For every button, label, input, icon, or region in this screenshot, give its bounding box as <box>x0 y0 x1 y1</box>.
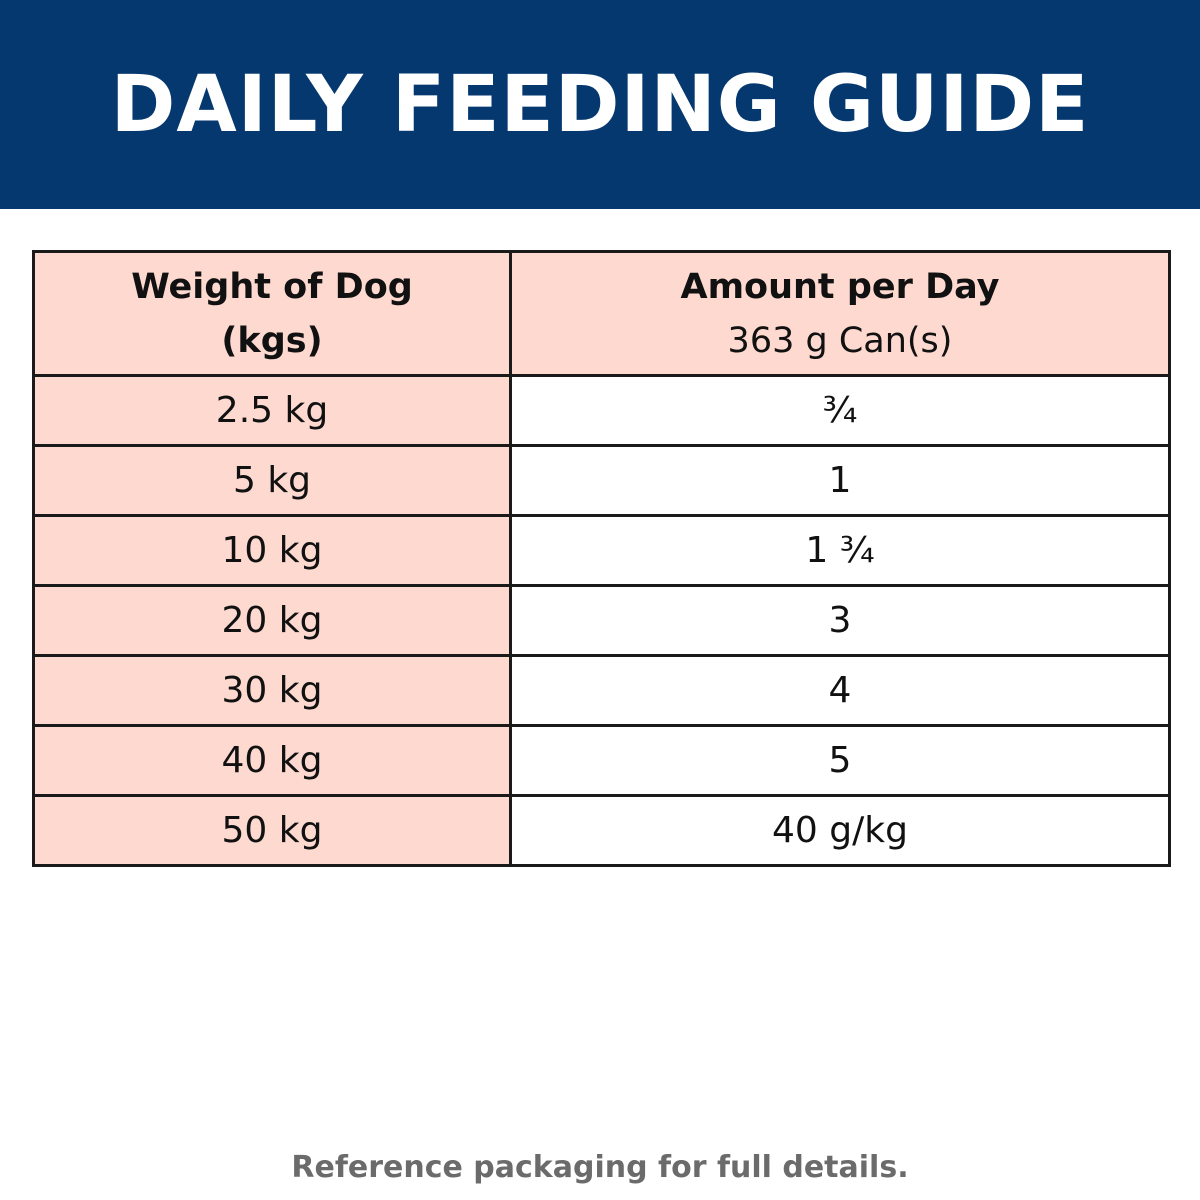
weight-cell: 20 kg <box>32 584 512 657</box>
amount-cell: 40 g/kg <box>509 794 1171 867</box>
amount-cell: 3 <box>509 584 1171 657</box>
feeding-table-container: Weight of Dog (kgs) Amount per Day 363 g… <box>32 250 1171 867</box>
title-banner: DAILY FEEDING GUIDE <box>0 0 1200 209</box>
table-row: 20 kg 3 <box>32 584 1171 657</box>
footnote: Reference packaging for full details. <box>291 1150 909 1185</box>
amount-cell: ¾ <box>509 374 1171 447</box>
table-row: 5 kg 1 <box>32 444 1171 517</box>
header-amount-unit: 363 g Can(s) <box>727 320 953 361</box>
header-weight-title: Weight of Dog <box>131 266 413 307</box>
table-row: 2.5 kg ¾ <box>32 374 1171 447</box>
weight-cell: 10 kg <box>32 514 512 587</box>
amount-cell: 1 ¾ <box>509 514 1171 587</box>
page-title: DAILY FEEDING GUIDE <box>110 59 1090 150</box>
weight-cell: 40 kg <box>32 724 512 797</box>
header-weight-unit: (kgs) <box>221 320 323 361</box>
header-weight: Weight of Dog (kgs) <box>32 250 512 377</box>
weight-cell: 2.5 kg <box>32 374 512 447</box>
amount-cell: 4 <box>509 654 1171 727</box>
weight-cell: 5 kg <box>32 444 512 517</box>
table-row: 30 kg 4 <box>32 654 1171 727</box>
header-amount-title: Amount per Day <box>680 266 1000 307</box>
header-amount: Amount per Day 363 g Can(s) <box>509 250 1171 377</box>
feeding-table: Weight of Dog (kgs) Amount per Day 363 g… <box>32 250 1171 867</box>
weight-cell: 50 kg <box>32 794 512 867</box>
table-row: 10 kg 1 ¾ <box>32 514 1171 587</box>
table-row: 40 kg 5 <box>32 724 1171 797</box>
table-row: 50 kg 40 g/kg <box>32 794 1171 867</box>
table-header-row: Weight of Dog (kgs) Amount per Day 363 g… <box>32 250 1171 377</box>
amount-cell: 1 <box>509 444 1171 517</box>
amount-cell: 5 <box>509 724 1171 797</box>
weight-cell: 30 kg <box>32 654 512 727</box>
